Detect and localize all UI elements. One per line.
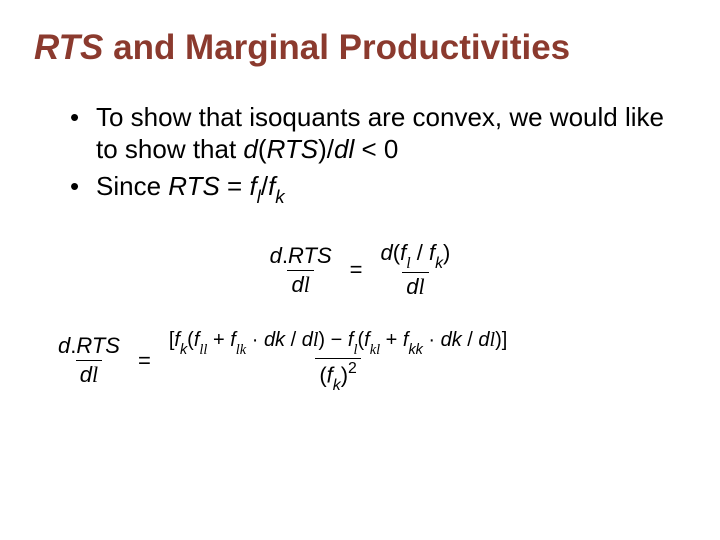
b2-pre: Since — [96, 171, 168, 201]
eq2-rhs: [fk(fll + flk · dk / dl) − fl(fkl + fkk … — [165, 329, 511, 392]
eq1-rhs-num: d(fl / fk) — [377, 241, 455, 272]
title-italic-part: RTS — [34, 28, 103, 67]
b1-rts: RTS — [267, 134, 319, 164]
b1-post: < 0 — [354, 134, 398, 164]
eq2-lhs-den: dl — [76, 360, 102, 387]
eq2-equals: = — [134, 348, 155, 374]
b2-slash: / — [261, 171, 268, 201]
bullet-list: To show that isoquants are convex, we wo… — [34, 102, 686, 207]
eq2-lhs-num: d.RTS — [54, 334, 124, 360]
b2-rts: RTS — [168, 171, 220, 201]
equation-1: d.RTS dl = d(fl / fk) dl — [34, 241, 686, 299]
eq1-equals: = — [346, 257, 367, 283]
title-rest: and Marginal Productivities — [103, 28, 570, 67]
eq1-lhs: d.RTS dl — [266, 244, 336, 297]
b1-d2: d — [334, 134, 348, 164]
eq1-rhs-den: dl — [402, 272, 428, 299]
eq1-rhs: d(fl / fk) dl — [377, 241, 455, 299]
equation-2: d.RTS dl = [fk(fll + flk · dk / dl) − fl… — [54, 329, 686, 392]
b2-sub2: k — [275, 186, 284, 207]
eq2-lhs: d.RTS dl — [54, 334, 124, 387]
b1-close: )/ — [318, 134, 334, 164]
b1-d1: d — [243, 134, 257, 164]
b2-sub1: l — [257, 186, 261, 207]
eq1-lhs-num: d.RTS — [266, 244, 336, 270]
bullet-2: Since RTS = fl/fk — [70, 171, 686, 207]
b2-eq: = — [220, 171, 250, 201]
eq2-rhs-den: (fk)2 — [315, 358, 361, 392]
bullet-1: To show that isoquants are convex, we wo… — [70, 102, 686, 165]
b2-f1: f — [249, 171, 256, 201]
slide-title: RTS and Marginal Productivities — [34, 28, 686, 68]
slide: RTS and Marginal Productivities To show … — [0, 0, 720, 540]
eq2-rhs-num: [fk(fll + flk · dk / dl) − fl(fkl + fkk … — [165, 329, 511, 358]
eq1-lhs-den: dl — [287, 270, 313, 297]
b1-open: ( — [258, 134, 267, 164]
equation-area: d.RTS dl = d(fl / fk) dl d.RTS — [34, 241, 686, 392]
